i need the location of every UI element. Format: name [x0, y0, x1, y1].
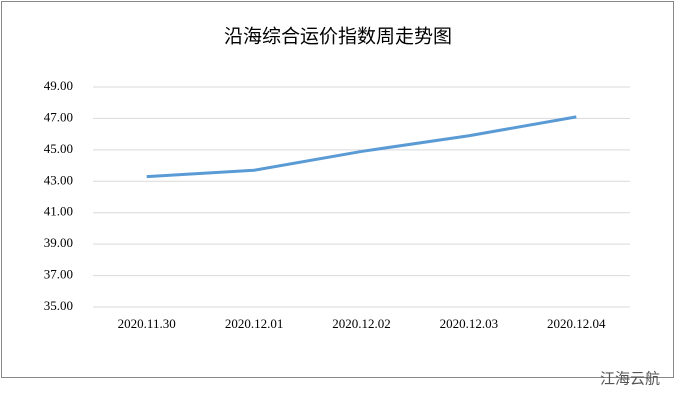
y-tick-label: 43.00 — [44, 172, 73, 187]
watermark: 江海云航 — [600, 370, 660, 387]
y-tick-label: 47.00 — [44, 109, 73, 124]
data-line — [146, 115, 577, 179]
chart-border — [1, 1, 674, 378]
chart-title: 沿海综合运价指数周走势图 — [224, 25, 452, 47]
y-tick-label: 49.00 — [44, 78, 73, 93]
y-tick-label: 37.00 — [44, 267, 73, 282]
x-tick-label: 2020.12.02 — [332, 316, 391, 331]
y-tick-label: 41.00 — [44, 204, 73, 219]
x-tick-label: 2020.12.04 — [547, 316, 606, 331]
y-tick-label: 39.00 — [44, 235, 73, 250]
x-tick-label: 2020.11.30 — [118, 316, 176, 331]
y-tick-label: 45.00 — [44, 141, 73, 156]
y-tick-label: 35.00 — [44, 298, 73, 313]
x-tick-label: 2020.12.03 — [440, 316, 499, 331]
x-tick-label: 2020.12.01 — [225, 316, 284, 331]
